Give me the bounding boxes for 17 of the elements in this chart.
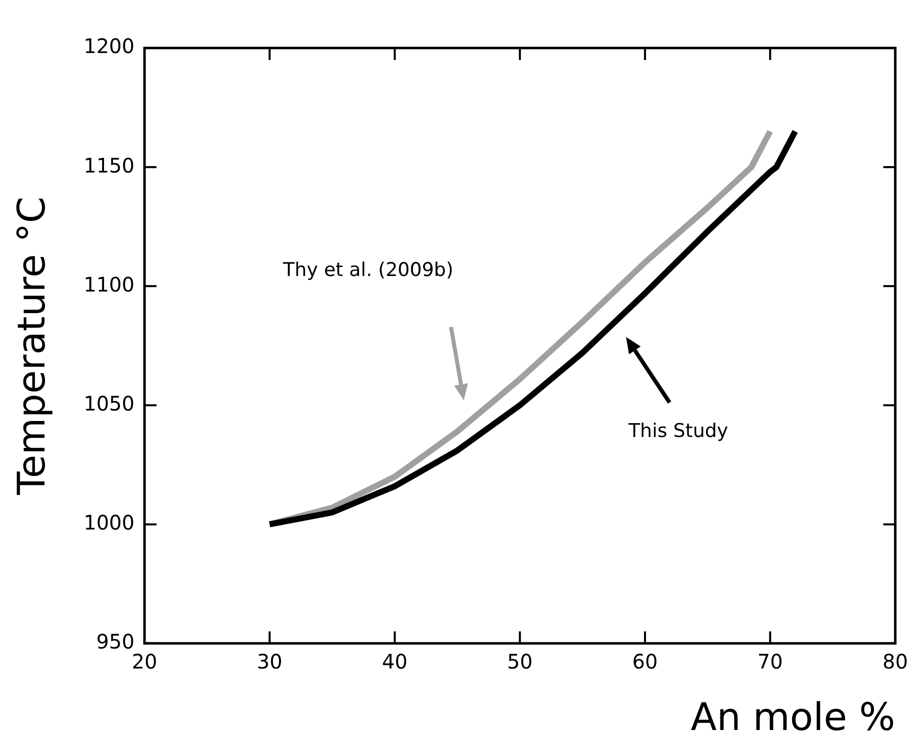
y-tick-label: 1100 — [84, 272, 134, 296]
y-axis-title: Temperature °C — [10, 196, 54, 496]
x-tick-label: 40 — [382, 650, 408, 674]
x-tick-label: 50 — [507, 650, 533, 674]
x-tick-label: 80 — [882, 650, 908, 674]
y-tick-label: 1050 — [84, 391, 134, 416]
x-axis-title: An mole % — [690, 695, 896, 740]
y-tick-label: 1200 — [84, 34, 134, 58]
y-tick-label: 950 — [96, 630, 134, 654]
x-tick-label: 30 — [256, 650, 282, 674]
x-tick-label: 20 — [132, 650, 158, 674]
x-tick-label: 70 — [757, 650, 783, 674]
y-tick-label: 1000 — [84, 510, 134, 535]
x-tick-label: 60 — [632, 650, 658, 674]
annotation: This Study — [627, 420, 728, 442]
y-tick-label: 1150 — [84, 153, 134, 178]
annotation: Thy et al. (2009b) — [282, 259, 454, 282]
